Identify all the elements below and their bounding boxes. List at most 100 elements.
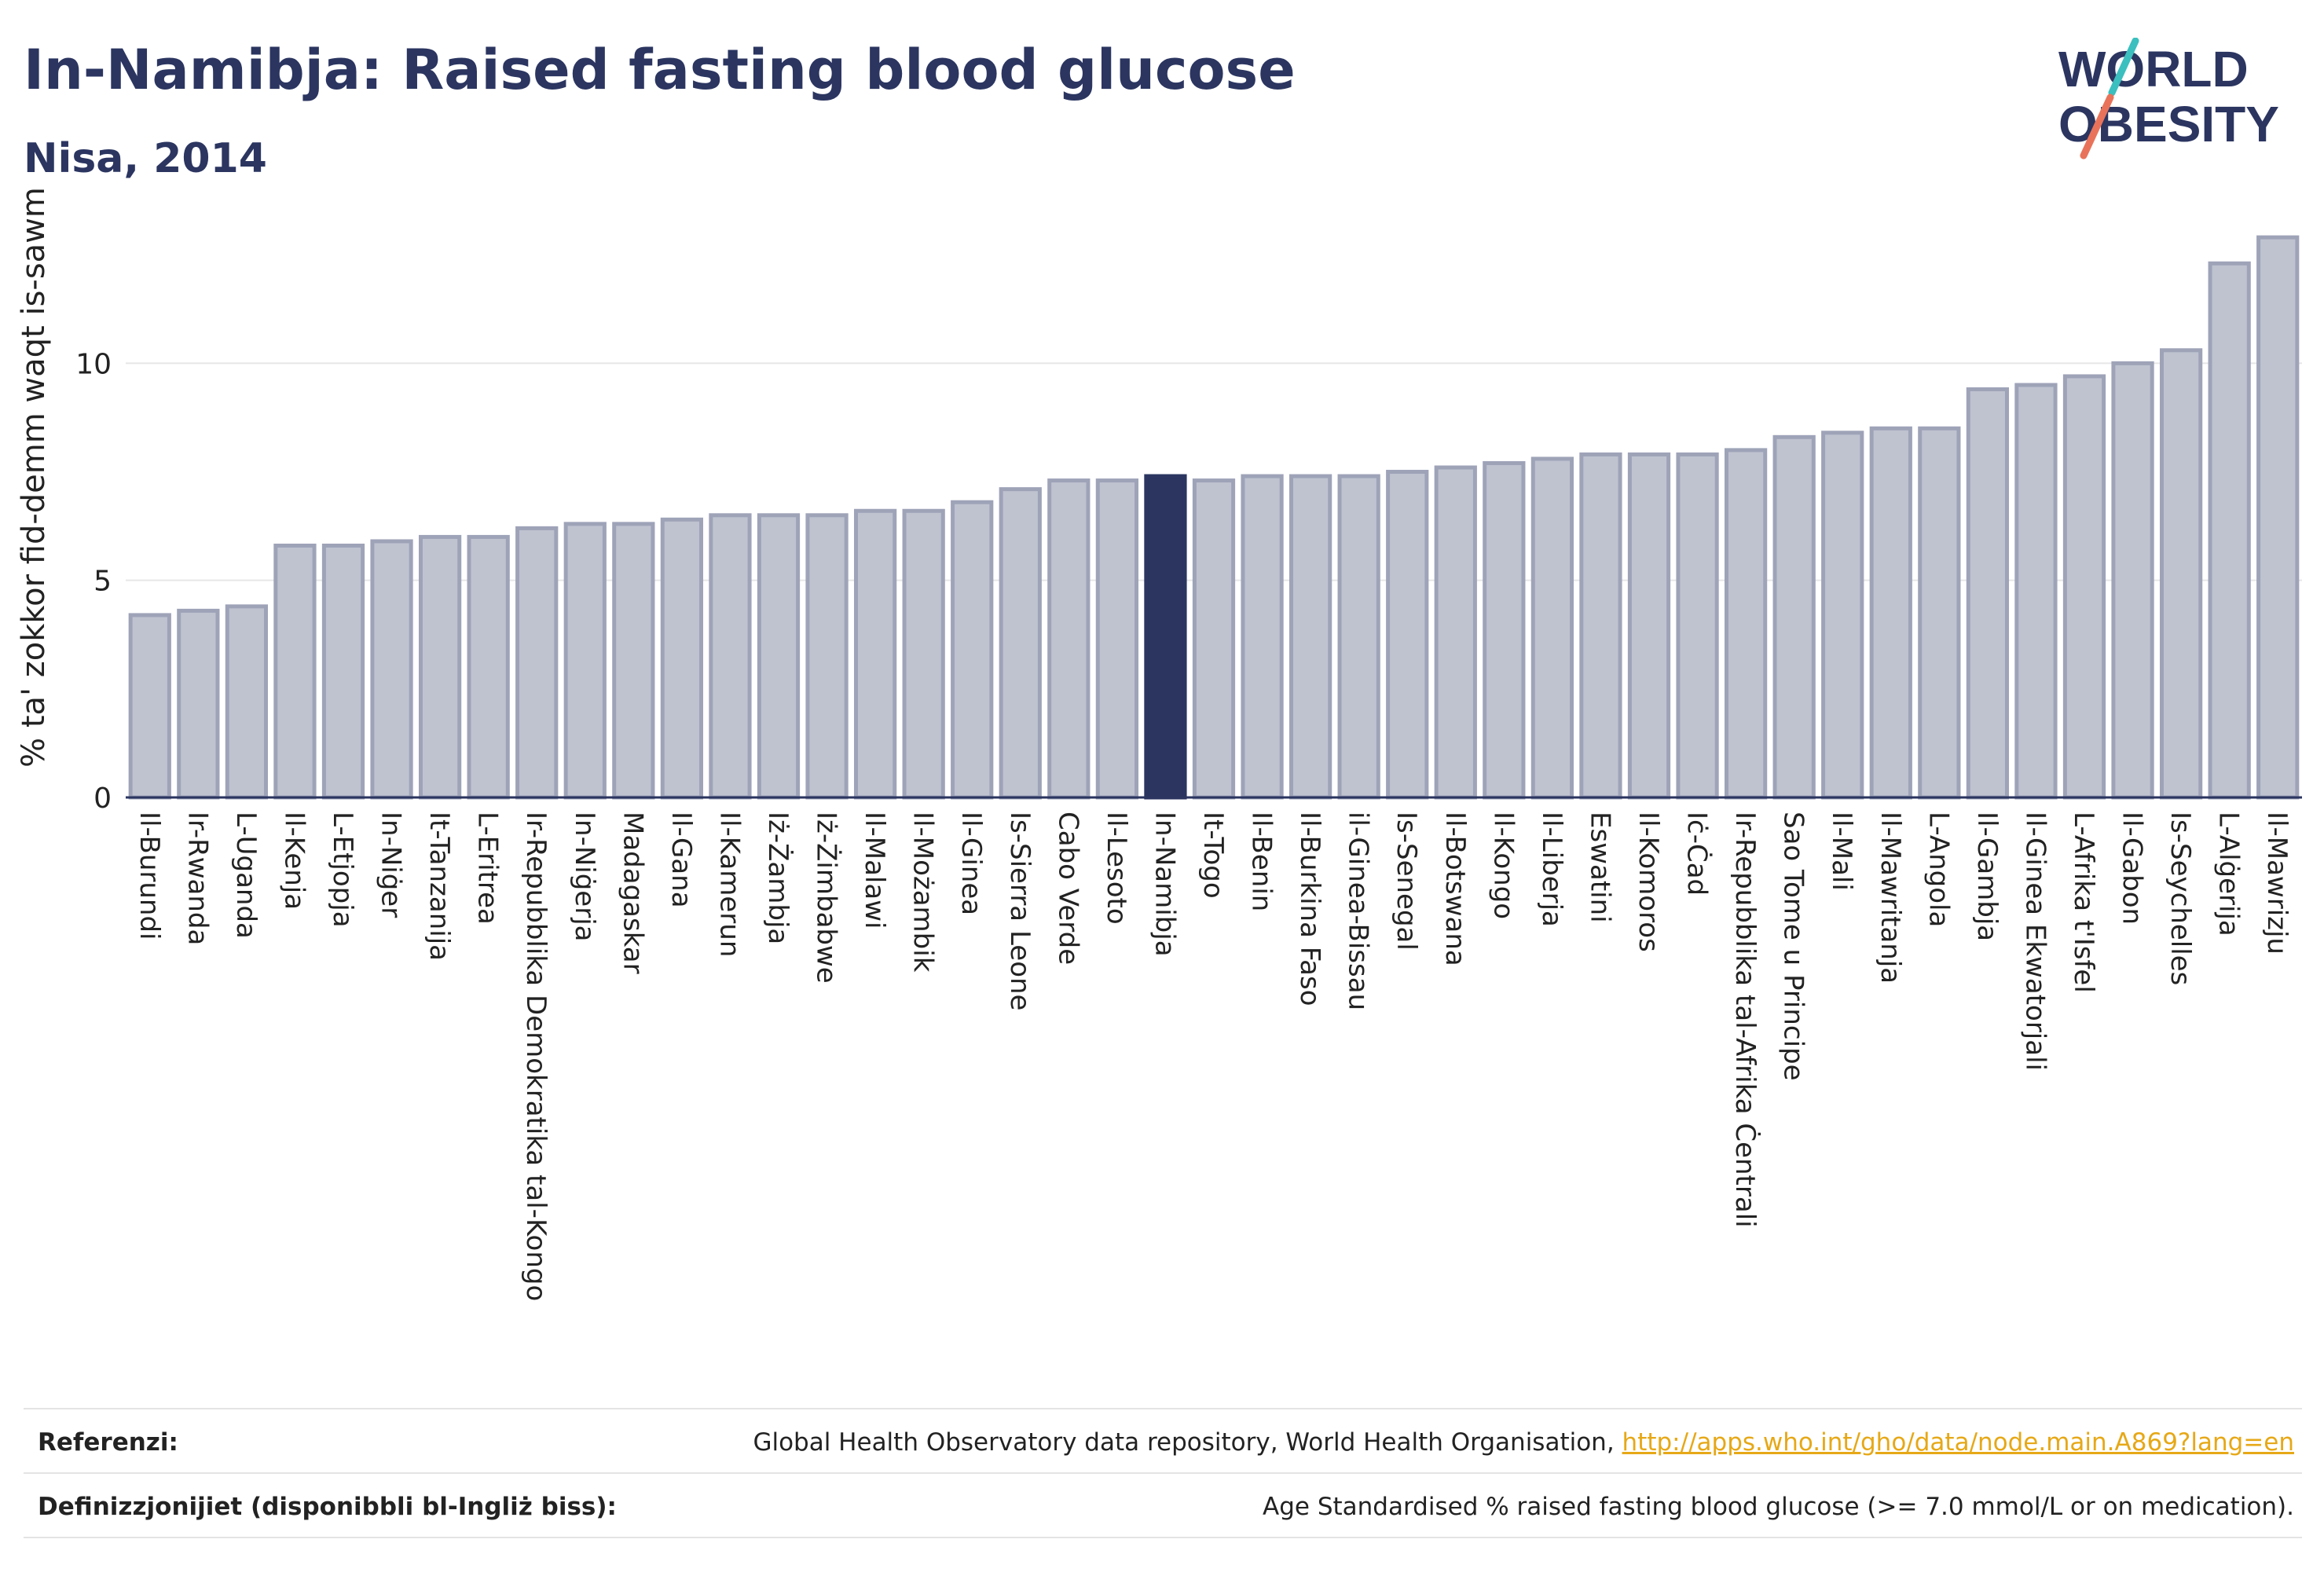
bar-36: [1869, 426, 1912, 800]
bar-0: [128, 613, 171, 800]
x-tick-label: Iċ-Ċad: [1681, 812, 1714, 896]
x-tick-label: L-Angola: [1923, 812, 1954, 927]
x-tick-label: Il-Benin: [1246, 812, 1277, 911]
bar-15: [853, 508, 897, 800]
bar-43: [2208, 261, 2251, 800]
x-tick-label: L-Alġerija: [2213, 812, 2245, 936]
x-tick-label: Madagaskar: [617, 812, 648, 974]
bar-9: [563, 522, 607, 800]
x-tick-label: Ir-Repubblika Demokratika tal-Kongo: [520, 812, 552, 1301]
footer-divider-top: [24, 1408, 2302, 1409]
bar-25: [1337, 474, 1380, 800]
x-tick-label: In-Niġer: [376, 812, 407, 918]
bar-35: [1821, 431, 1864, 800]
bar-22: [1192, 478, 1236, 800]
x-tick-label: Il-Ginea Ekwatorjali: [2019, 812, 2051, 1071]
bar-38: [1966, 387, 2010, 800]
bar-33: [1724, 448, 1768, 800]
x-tick-label: Il-Burundi: [134, 812, 165, 940]
bar-21: [1144, 474, 1187, 800]
bar-20: [1095, 478, 1139, 800]
x-tick-label: Ir-Rwanda: [181, 812, 213, 945]
definitions-label: Definizzjonijiet (disponibbli bl-Ingliż …: [38, 1493, 617, 1521]
bar-29: [1530, 456, 1574, 800]
x-tick-label: Il-Burkina Faso: [1294, 812, 1325, 1006]
x-tick-label: Eswatini: [1584, 812, 1615, 923]
x-tick-label: In-Namibja: [1149, 812, 1180, 957]
bar-44: [2256, 235, 2300, 800]
y-tick-label: 10: [75, 348, 112, 380]
footer-divider-bottom: [24, 1537, 2302, 1538]
bar-34: [1772, 434, 1816, 800]
bar-2: [225, 604, 269, 800]
logo-accent-coral: [2080, 93, 2114, 159]
bar-41: [2111, 361, 2154, 800]
chart-subtitle: Nisa, 2014: [24, 135, 267, 182]
x-tick-label: Is-Sierra Leone: [1004, 812, 1036, 1011]
x-tick-label: Is-Senegal: [1391, 812, 1422, 951]
bar-4: [321, 543, 365, 800]
x-tick-label: Il-Kamerun: [713, 812, 745, 957]
x-tick-label: Il-Liberja: [1536, 812, 1567, 927]
bar-1: [177, 608, 220, 800]
x-tick-label: Il-Ginea: [955, 812, 987, 915]
x-tick-label: L-Eritrea: [472, 812, 504, 925]
world-obesity-logo: WORLD OBESITY: [2058, 38, 2279, 159]
references-value: Global Health Observatory data repositor…: [753, 1428, 2294, 1457]
references-text: Global Health Observatory data repositor…: [753, 1428, 1615, 1457]
x-tick-label: It-Tanzanija: [423, 812, 455, 961]
logo-accent-teal: [2108, 38, 2139, 97]
x-tick-label: Il-Kenja: [278, 812, 310, 910]
x-tick-label: il-Ginea-Bissau: [1343, 812, 1374, 1010]
bar-37: [1918, 426, 1961, 800]
x-tick-label: Il-Mawrizju: [2261, 812, 2293, 955]
bar-18: [999, 487, 1042, 800]
x-tick-label: Il-Możambik: [907, 812, 939, 973]
bar-11: [660, 517, 704, 800]
bar-40: [2062, 374, 2106, 800]
references-label: Referenzi:: [38, 1428, 178, 1457]
bar-23: [1241, 474, 1284, 800]
x-tick-label: Il-Komoros: [1633, 812, 1664, 952]
bar-28: [1483, 460, 1526, 800]
x-tick-label: L-Afrika t'Isfel: [2068, 812, 2099, 993]
x-tick-label: Il-Gabon: [2117, 812, 2148, 925]
bar-12: [709, 513, 752, 800]
x-tick-label: Il-Mali: [1826, 812, 1857, 891]
bar-24: [1288, 474, 1332, 800]
x-tick-label: Iż-Żimbabwe: [811, 812, 842, 984]
x-tick-label: Il-Botswana: [1439, 812, 1471, 966]
x-tick-label: Il-Gambja: [1971, 812, 2003, 941]
bar-chart: 0 5 10 Il-Burundi Ir-Rwanda L-Uganda Il-Kenja L…: [16, 187, 2302, 1301]
x-tick-label: Cabo Verde: [1052, 812, 1083, 965]
x-tick-label: Ir-Repubblika tal-Afrika Ċentrali: [1729, 812, 1761, 1228]
x-tick-label: L-Uganda: [230, 812, 262, 939]
x-tick-label: Iż-Żambja: [762, 812, 794, 944]
x-tick-label: Il-Malawi: [859, 812, 890, 929]
x-tick-label: In-Niġerja: [569, 812, 600, 941]
bar-42: [2159, 348, 2203, 800]
x-tick-label: Il-Mawritanja: [1875, 812, 1906, 984]
footer-divider-middle: [24, 1472, 2302, 1474]
x-tick-label: It-Togo: [1197, 812, 1229, 899]
x-tick-label: Il-Gana: [665, 812, 697, 908]
bar-10: [612, 522, 655, 800]
bar-13: [757, 513, 801, 800]
bar-19: [1047, 478, 1091, 800]
y-tick-label: 0: [93, 783, 112, 815]
chart-title: In-Namibja: Raised fasting blood glucose: [24, 38, 1296, 102]
bar-30: [1579, 452, 1622, 800]
bar-32: [1676, 452, 1719, 800]
bar-39: [2014, 383, 2058, 800]
logo-line-world: WORLD: [2058, 41, 2249, 97]
references-link[interactable]: http://apps.who.int/gho/data/node.main.A…: [1622, 1428, 2294, 1457]
definitions-value: Age Standardised % raised fasting blood …: [1263, 1493, 2294, 1521]
bar-17: [951, 500, 994, 800]
x-tick-label: L-Etjopja: [327, 812, 358, 928]
bar-6: [418, 534, 462, 800]
bar-7: [467, 534, 510, 800]
x-tick-label: Il-Kongo: [1487, 812, 1519, 919]
y-axis-label: % ta' zokkor fid-demm waqt is-sawm: [16, 187, 52, 768]
bar-3: [273, 543, 317, 800]
bar-27: [1434, 465, 1477, 800]
